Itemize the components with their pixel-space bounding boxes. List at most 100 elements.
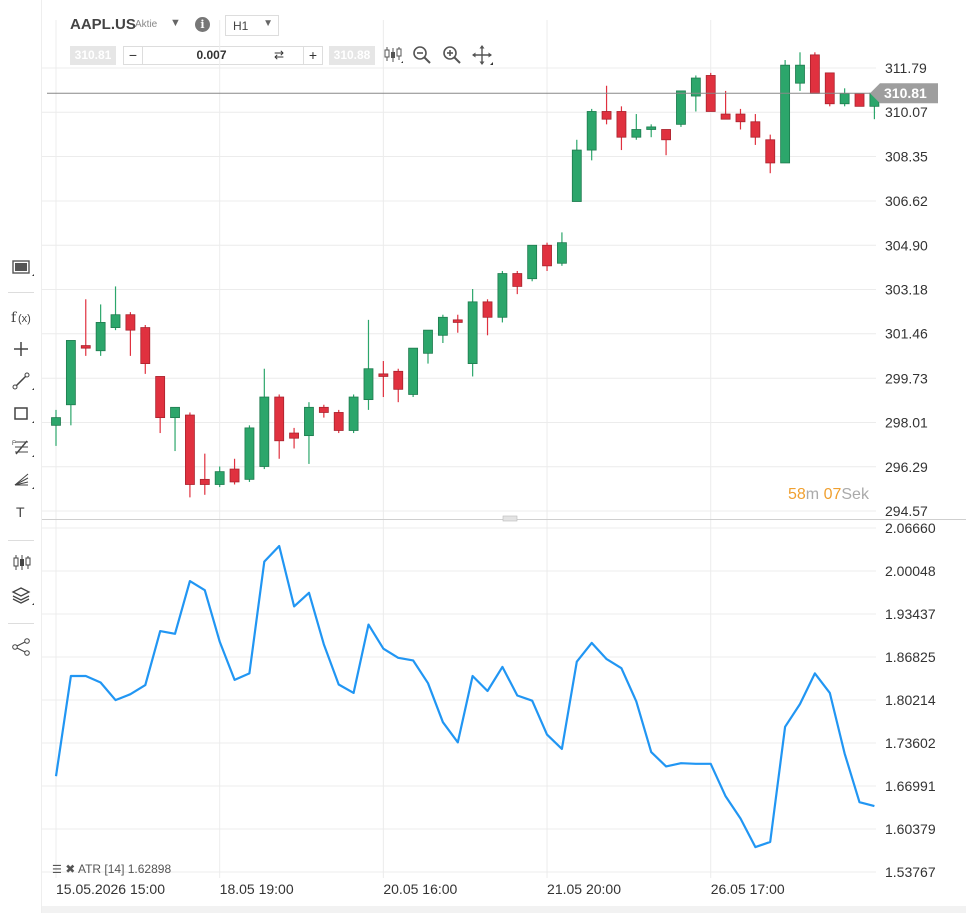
time-axis-label: 15.05.2026 15:00 [56,881,165,897]
candlestick-icon[interactable] [382,44,404,66]
price-axis-label: 310.07 [885,104,928,120]
candle-down [199,478,210,485]
candle-down [140,327,151,364]
price-axis-label: 308.35 [885,148,928,164]
layout-icon[interactable] [8,256,34,278]
price-axis-label: 294.57 [885,503,928,519]
share-icon[interactable] [8,636,34,658]
symbol-name[interactable]: AAPL.US [70,16,136,33]
atr-axis-label: 2.06660 [885,520,936,536]
minus-icon[interactable]: − [124,47,143,64]
zoom-in-icon[interactable] [441,44,463,66]
svg-text:f: f [11,310,18,326]
candle-down [765,139,776,164]
candle-down [393,370,404,390]
layers-icon[interactable] [8,585,34,607]
price-axis-label: 311.79 [885,60,927,76]
candle-up [467,301,478,364]
candle-down [735,113,746,123]
sell-price-button[interactable]: 310.81 [70,46,116,65]
text-tool-icon[interactable]: T [8,501,34,523]
candle-up [527,244,538,280]
quantity-stepper: − 0.007 ⇄ + [123,46,323,65]
candle-up [676,90,686,125]
candle-down [542,244,552,267]
drawing-sidebar: f (x) F T [0,250,40,670]
candle-up [780,64,791,164]
countdown-minutes-unit: m [805,486,820,503]
candle-up [65,340,76,406]
atr-axis-label: 1.86825 [885,649,936,665]
candle-down [229,468,240,483]
chevron-down-icon[interactable]: ▼ [170,17,181,29]
sidebar-divider [41,0,42,913]
candle-down [80,345,91,349]
atr-axis-label: 1.73602 [885,735,936,751]
candle-up [631,129,642,138]
line-draw-icon[interactable] [8,370,34,392]
countdown-seconds: 07 [823,486,842,503]
price-axis-label: 304.90 [885,237,928,253]
candle-up [259,396,270,467]
candle-up [557,242,567,264]
candle-up [690,77,701,97]
quantity-input[interactable]: 0.007 [196,48,227,62]
candle-up [348,396,359,431]
candle-down [378,373,389,377]
atr-series-line [54,544,875,849]
candle-up [795,64,805,84]
candle-down [854,93,865,107]
price-axis-label: 303.18 [885,282,928,298]
candle-up [304,406,314,437]
candle-down [482,301,493,318]
info-icon[interactable]: i [195,17,210,32]
bottom-scrollbar[interactable] [42,906,966,913]
candlestick-settings-icon[interactable] [8,552,34,574]
candle-up [839,93,850,105]
time-axis-label: 18.05 19:00 [220,881,294,897]
plus-icon[interactable]: + [303,47,322,64]
svg-text:T: T [16,504,25,520]
candle-down [155,376,166,419]
candle-up [497,273,508,318]
price-axis-label: 301.46 [885,326,928,342]
countdown-seconds-unit: Sek [841,486,869,503]
rectangle-icon[interactable] [8,403,34,425]
timeframe-select[interactable]: H1 ▼ [225,15,279,36]
candle-down [809,54,820,94]
candle-up [437,316,448,336]
swap-icon[interactable]: ⇄ [274,48,285,62]
candle-up [214,471,225,485]
candle-up [95,322,106,352]
candle-down [616,111,627,138]
current-price-tag [870,83,938,104]
fan-icon[interactable] [8,469,34,491]
candle-down [274,396,285,442]
indicator-fx-icon[interactable]: f (x) [8,306,34,328]
zoom-out-icon[interactable] [411,44,433,66]
candle-up [51,417,61,426]
current-price-label: 310.81 [884,85,927,101]
symbol-type: Aktie [135,19,158,30]
candle-down [750,121,761,138]
indicator-settings-icon[interactable]: ☰ [52,864,62,876]
price-axis-label: 306.62 [885,193,928,209]
atr-axis-label: 1.60379 [885,821,936,837]
candle-down [661,129,671,141]
candle-up [646,126,657,130]
close-icon[interactable]: ✖ [65,862,76,876]
sidebar-separator [8,540,34,541]
move-icon[interactable] [471,44,493,66]
fibonacci-icon[interactable]: F [8,437,34,459]
atr-axis-label: 1.53767 [885,864,936,880]
buy-price-button[interactable]: 310.88 [329,46,375,65]
chevron-down-icon: ▼ [263,18,273,29]
sidebar-separator [8,623,34,624]
price-axis-label: 296.29 [885,459,928,475]
candle-up [571,149,582,202]
candle-down [333,412,344,431]
candle-down [185,414,195,485]
crosshair-icon[interactable] [8,338,34,360]
indicator-legend: ☰ ✖ ATR [14] 1.62898 [52,862,171,876]
